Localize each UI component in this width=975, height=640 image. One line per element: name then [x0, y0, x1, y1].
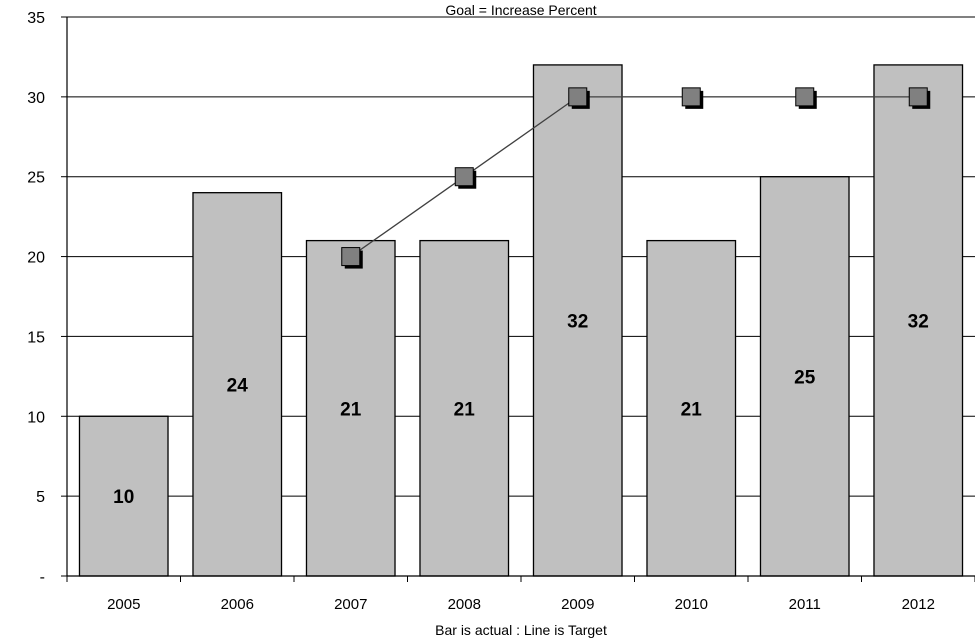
- bar-2008: [419, 239, 510, 577]
- x-tick-label: 2009: [561, 596, 594, 613]
- y-tick-label: 30: [27, 90, 45, 107]
- target-marker-2012: [908, 87, 928, 107]
- bar-2012: [873, 64, 964, 577]
- target-line: [341, 87, 931, 269]
- target-marker-2010: [681, 87, 701, 107]
- x-tick-label: 2005: [107, 596, 140, 613]
- x-axis-label: Bar is actual : Line is Target: [435, 622, 607, 638]
- bar-value-label: 21: [340, 399, 362, 420]
- bar-value-label: 21: [681, 399, 703, 420]
- target-polyline: [350, 96, 919, 258]
- bar-2011: [759, 176, 850, 577]
- x-tick-label: 2011: [789, 596, 821, 613]
- bar-value-label: 25: [794, 367, 816, 388]
- target-marker-2009: [568, 87, 588, 107]
- target-marker-2008: [454, 167, 474, 187]
- y-tick-label: 5: [36, 489, 45, 506]
- x-tick-label: 2007: [334, 596, 367, 613]
- bars: [78, 64, 964, 577]
- y-tick-label: 20: [27, 250, 45, 267]
- x-tick-label: 2010: [675, 596, 708, 613]
- bar-value-label: 10: [113, 487, 134, 508]
- bar-2009: [532, 64, 623, 577]
- target-marker-2011: [795, 87, 815, 107]
- x-tick-label: 2008: [448, 596, 481, 613]
- bar-value-label: 32: [567, 311, 588, 332]
- bar-2010: [646, 239, 737, 577]
- y-tick-label: -: [40, 569, 45, 586]
- bar-value-label: 21: [454, 399, 476, 420]
- y-tick-label: 35: [27, 10, 45, 27]
- axes: [61, 16, 975, 582]
- y-tick-label: 25: [27, 170, 45, 187]
- bar-value-label: 24: [227, 375, 249, 396]
- target-marker-2007: [341, 247, 361, 267]
- x-tick-label: 2006: [221, 596, 254, 613]
- x-tick-label: 2012: [902, 596, 935, 613]
- bar-2007: [305, 239, 396, 577]
- chart-title: Goal = Increase Percent: [445, 2, 596, 18]
- bar-2006: [192, 192, 283, 577]
- y-tick-label: 10: [27, 409, 45, 426]
- bar-value-label: 32: [908, 311, 929, 332]
- labels: - 5 10 15 20 25 30 35 10 24 21 21 32 21 25 32 2005 2006 20…: [27, 10, 935, 613]
- y-tick-label: 15: [27, 329, 45, 346]
